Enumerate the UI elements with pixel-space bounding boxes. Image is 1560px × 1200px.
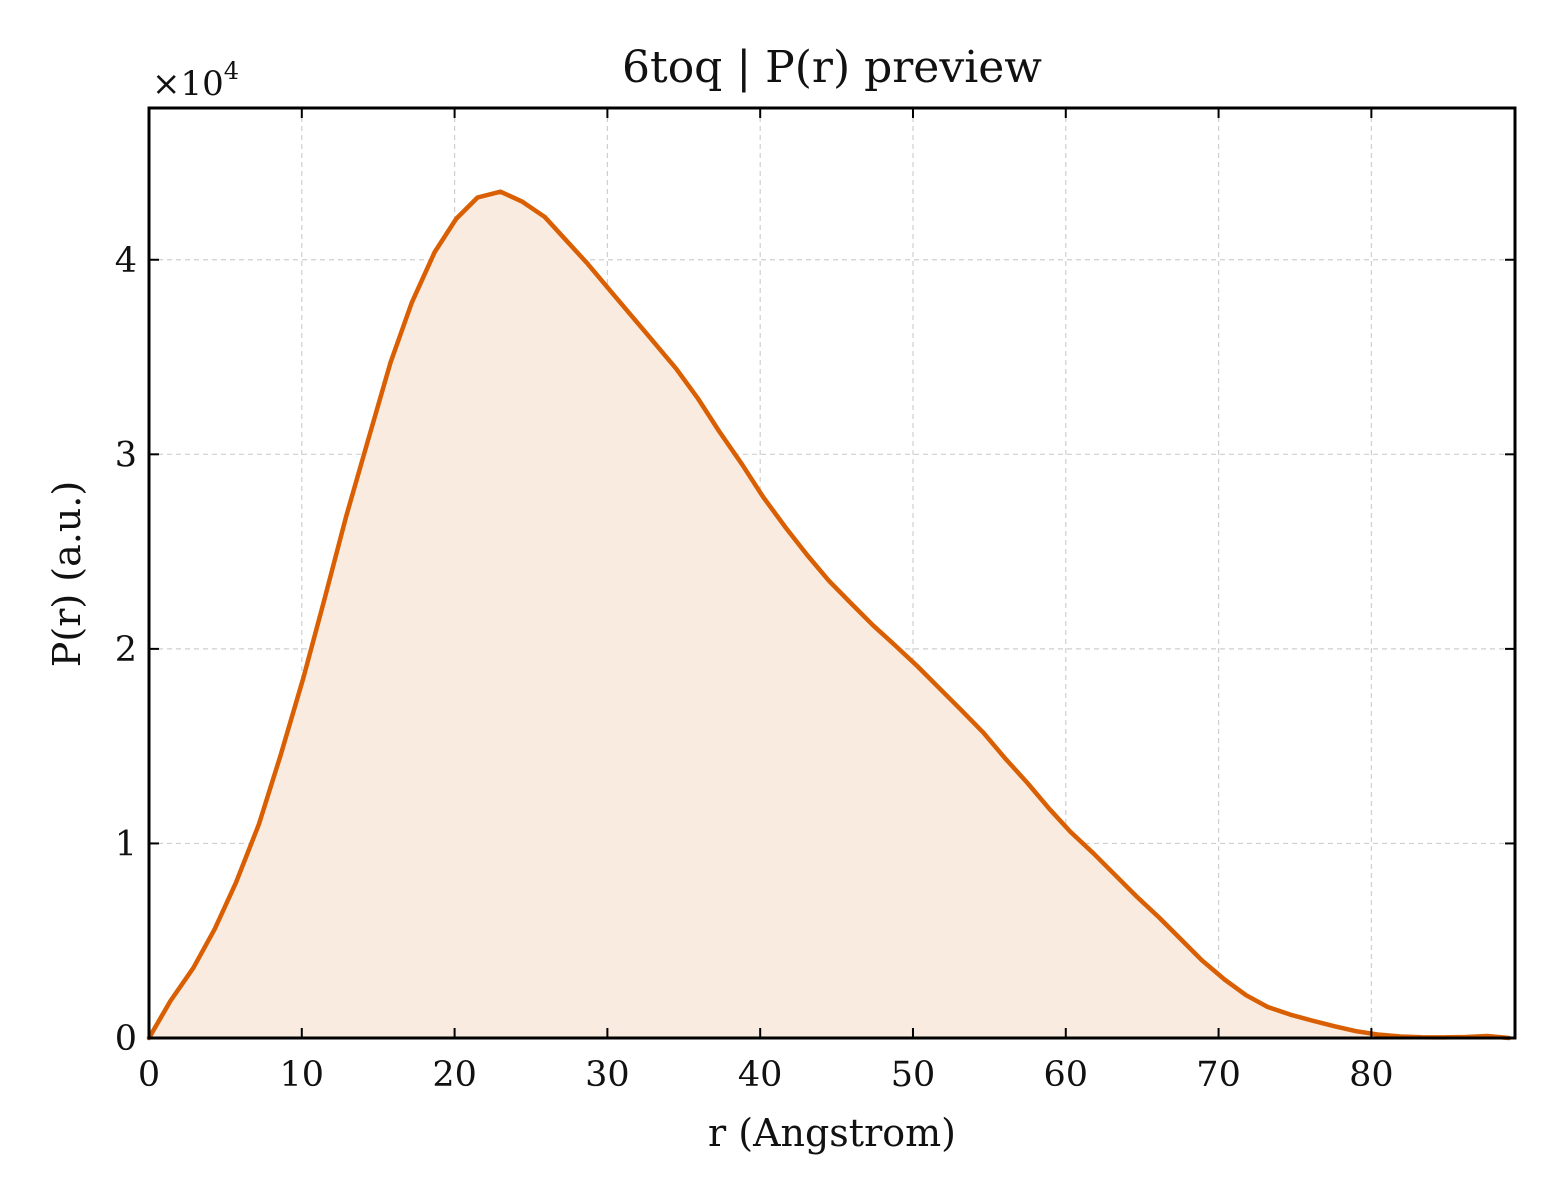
y-multiplier-base: ×10 <box>152 64 224 104</box>
y-multiplier-exponent: 4 <box>224 57 239 85</box>
y-axis-label: P(r) (a.u.) <box>45 481 89 667</box>
x-tick-label: 20 <box>432 1055 477 1095</box>
x-tick-label: 40 <box>738 1055 783 1095</box>
x-tick-label: 0 <box>138 1055 160 1095</box>
x-tick-label: 30 <box>585 1055 630 1095</box>
pr-area-fill <box>149 191 1509 1038</box>
y-tick-label: 3 <box>115 435 137 475</box>
x-tick-label: 60 <box>1044 1055 1089 1095</box>
x-tick-label: 10 <box>280 1055 325 1095</box>
tick-labels: 0 10 20 30 40 50 60 70 80 0 1 2 3 4 <box>115 241 1394 1095</box>
x-tick-label: 80 <box>1349 1055 1394 1095</box>
pr-curve-line <box>146 189 1512 1041</box>
y-multiplier-label: ×104 <box>152 57 239 104</box>
y-tick-label: 4 <box>115 241 137 281</box>
y-tick-label: 2 <box>115 630 137 670</box>
plot-frame <box>147 106 1517 1040</box>
y-tick-label: 1 <box>115 824 137 864</box>
x-tick-label: 70 <box>1196 1055 1241 1095</box>
x-axis-label: r (Angstrom) <box>708 1111 956 1155</box>
x-tick-label: 50 <box>891 1055 936 1095</box>
chart-title: 6toq | P(r) preview <box>622 42 1042 93</box>
y-tick-label: 0 <box>115 1019 137 1059</box>
